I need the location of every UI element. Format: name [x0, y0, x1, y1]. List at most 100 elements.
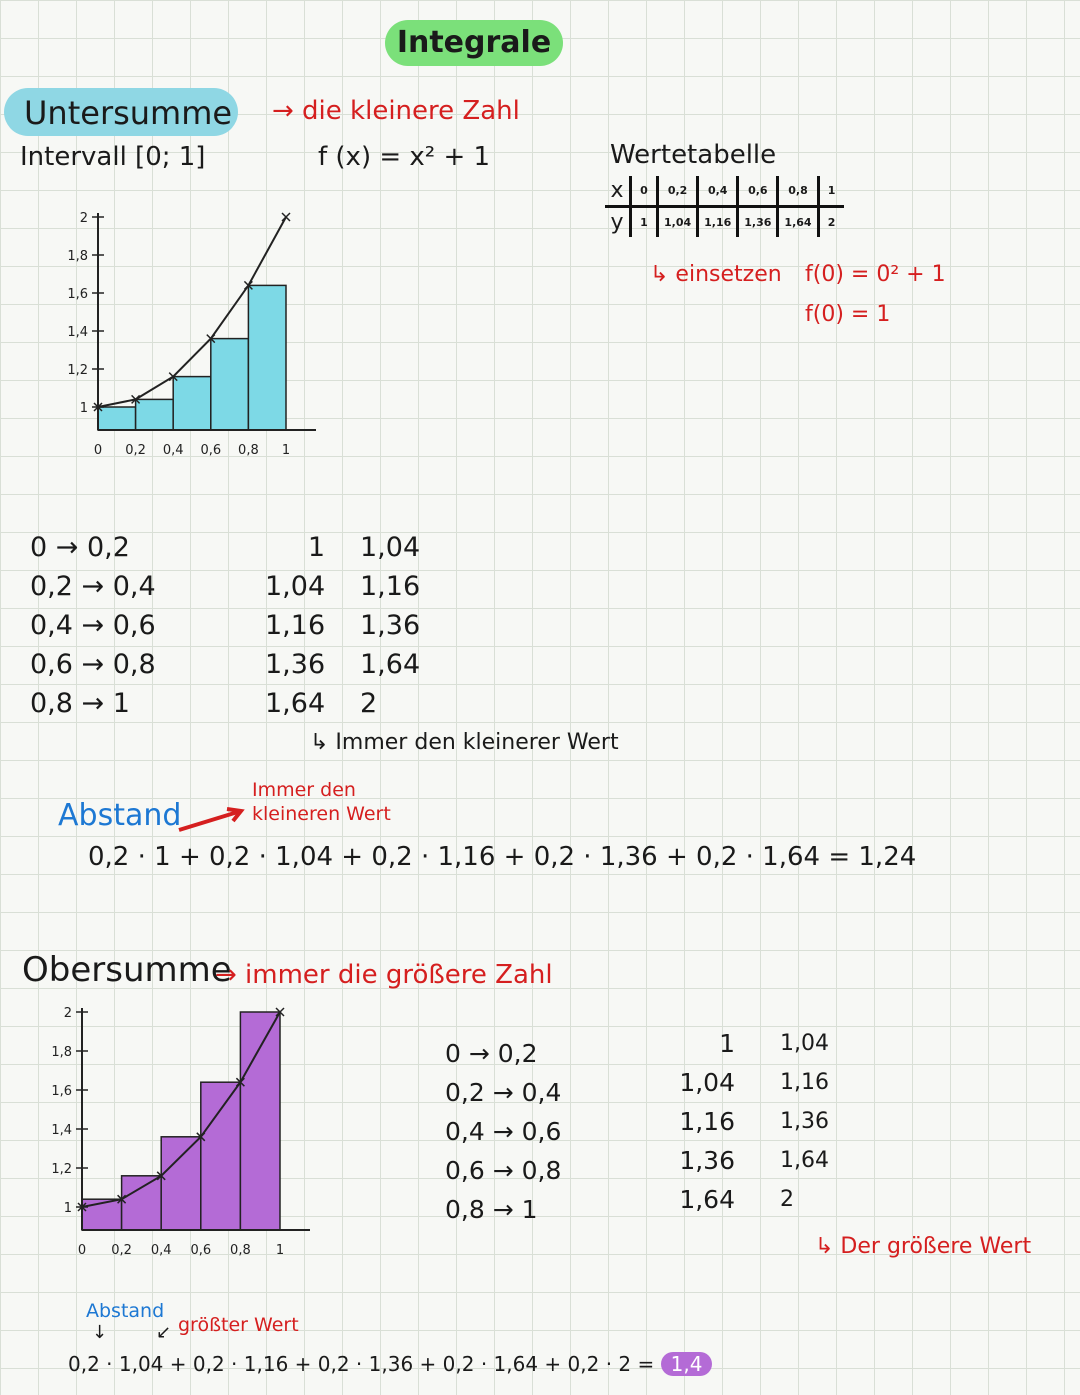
abstand-label: Abstand — [58, 798, 182, 833]
bar — [247, 284, 287, 431]
obersumme-abstand-label: Abstand — [86, 1300, 165, 1322]
left-value: 1,04 — [265, 571, 326, 602]
interval-row: 0,4 → 0,6 — [30, 610, 156, 641]
y-value-cell: 1,36 — [736, 205, 780, 237]
x-tick-label: 0,4 — [151, 1243, 172, 1258]
x-tick-label: 0,8 — [238, 443, 259, 458]
interval-row: 0,8 → 1 — [30, 688, 130, 719]
interval-row: 0 → 0,2 — [30, 532, 130, 563]
left-value: 1,36 — [679, 1146, 735, 1175]
obersumme-note: → immer die größere Zahl — [215, 960, 553, 990]
y-tick-label: 1 — [80, 401, 88, 416]
data-point — [275, 1007, 285, 1017]
right-value: 1,16 — [360, 571, 421, 602]
x-tick-label: 0 — [78, 1243, 86, 1258]
right-value: 2 — [780, 1187, 794, 1212]
y-tick-label: 1,8 — [67, 249, 88, 264]
data-point — [235, 1077, 245, 1087]
y-value-cell: 1,64 — [776, 205, 820, 237]
x-tick-label: 1 — [276, 1243, 284, 1258]
obersumme-intervals: 0 → 0,2 0,2 → 0,4 0,4 → 0,6 0,6 → 0,8 0,8 → … — [445, 1034, 561, 1229]
right-value: 1,36 — [780, 1109, 829, 1134]
y-tick-label: 1,6 — [67, 287, 88, 302]
data-point — [77, 1202, 87, 1212]
y-tick-label: 2 — [64, 1006, 72, 1021]
x-tick-label: 0,2 — [111, 1243, 132, 1258]
untersumme-marker-note: ↳ Immer den kleinerer Wert — [310, 730, 619, 755]
bar — [200, 1081, 242, 1231]
x-label: x — [605, 176, 632, 208]
function-label: f (x) = x² + 1 — [318, 142, 491, 172]
data-point — [206, 334, 216, 344]
x-value-cell: 1 — [816, 176, 844, 208]
right-value: 2 — [360, 688, 378, 719]
obersumme-left-values: 1 1,04 1,16 1,36 1,64 — [665, 1024, 735, 1219]
y-tick-label: 1,8 — [51, 1045, 72, 1060]
obersumme-right-values: 1,04 1,16 1,36 1,64 2 — [780, 1024, 829, 1219]
left-value: 1,16 — [679, 1107, 735, 1136]
untersumme-heading: Untersumme — [4, 88, 238, 136]
abstand-note-line2: kleineren Wert — [252, 803, 391, 825]
bar — [160, 1136, 202, 1231]
x-tick-label: 0,8 — [230, 1243, 251, 1258]
x-value-cell: 0,4 — [696, 176, 740, 208]
right-value: 1,36 — [360, 610, 421, 641]
right-value: 1,04 — [780, 1031, 829, 1056]
down-arrow-icon: ↓ — [92, 1322, 108, 1343]
einsetzen-note: ↳ einsetzen — [650, 262, 782, 287]
left-value: 1,16 — [265, 610, 326, 641]
bar — [97, 406, 137, 431]
x-tick-label: 0,6 — [200, 443, 221, 458]
left-value: 1 — [719, 1029, 735, 1058]
page-title: Integrale — [385, 20, 563, 66]
y-value-cell: 2 — [816, 205, 844, 237]
data-point — [281, 212, 291, 222]
interval-row: 0 → 0,2 — [445, 1039, 538, 1068]
abstand-note-line1: Immer den — [252, 779, 356, 801]
right-value: 1,04 — [360, 532, 421, 563]
y-tick-label: 2 — [80, 211, 88, 226]
interval-row: 0,2 → 0,4 — [445, 1078, 562, 1107]
obersumme-marker-note: ↳ Der größere Wert — [815, 1234, 1032, 1259]
bar — [239, 1011, 281, 1231]
untersumme-sum: 0,2 · 1 + 0,2 · 1,04 + 0,2 · 1,16 + 0,2 … — [88, 842, 917, 872]
untersumme-intervals: 0 → 0,2 0,2 → 0,4 0,4 → 0,6 0,6 → 0,8 0,8 → … — [30, 528, 156, 723]
obersumme-heading: Obersumme — [22, 950, 232, 990]
x-tick-label: 0 — [94, 443, 102, 458]
bar — [134, 398, 174, 431]
bar — [172, 375, 212, 431]
data-point — [168, 372, 178, 382]
interval-row: 0,8 → 1 — [445, 1195, 538, 1224]
y-value-cell: 1 — [629, 205, 659, 237]
x-tick-label: 0,4 — [163, 443, 184, 458]
y-tick-label: 1,2 — [51, 1162, 72, 1177]
interval-row: 0,4 → 0,6 — [445, 1117, 562, 1146]
calc-line-2: f(0) = 1 — [805, 302, 891, 327]
abstand-arrow-icon — [178, 807, 245, 832]
y-tick-label: 1,4 — [67, 325, 88, 340]
untersumme-right-values: 1,04 1,16 1,36 1,64 2 — [360, 528, 420, 723]
right-value: 1,16 — [780, 1070, 829, 1095]
x-tick-label: 0,6 — [190, 1243, 211, 1258]
wertetabelle: x 0 0,2 0,4 0,6 0,8 1 y 1 1,04 1,16 1,36 1,64 2 — [605, 176, 844, 237]
data-point — [131, 394, 141, 404]
data-point — [93, 402, 103, 412]
bar — [120, 1175, 162, 1231]
right-value: 1,64 — [780, 1148, 829, 1173]
obersumme-graph: 2 1,8 1,6 1,4 1,2 1 0 0,2 0,4 0,6 0,8 1 — [51, 1006, 310, 1258]
left-value: 1,36 — [265, 649, 326, 680]
x-value-cell: 0,6 — [736, 176, 780, 208]
calc-line-1: f(0) = 0² + 1 — [805, 262, 946, 287]
left-value: 1,04 — [679, 1068, 735, 1097]
interval-label: Intervall [0; 1] — [20, 142, 206, 172]
function-line — [97, 216, 287, 408]
bar — [210, 337, 250, 431]
y-tick-label: 1,2 — [67, 363, 88, 378]
data-point — [243, 280, 253, 290]
x-tick-label: 0,2 — [125, 443, 146, 458]
obersumme-sum: 0,2 · 1,04 + 0,2 · 1,16 + 0,2 · 1,36 + 0… — [68, 1352, 713, 1376]
left-value: 1,64 — [679, 1185, 735, 1214]
down-left-arrow-icon: ↙ — [156, 1322, 172, 1343]
left-value: 1 — [307, 532, 325, 563]
y-label: y — [605, 205, 632, 237]
